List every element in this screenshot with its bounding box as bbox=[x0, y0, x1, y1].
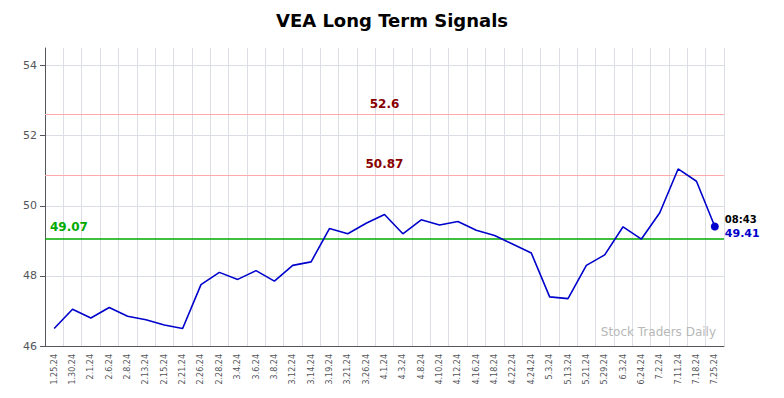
svg-text:7.11.24: 7.11.24 bbox=[674, 354, 683, 385]
svg-text:1.25.24: 1.25.24 bbox=[50, 354, 59, 385]
svg-text:6.24.24: 6.24.24 bbox=[637, 354, 646, 385]
svg-text:2.8.24: 2.8.24 bbox=[123, 354, 132, 379]
svg-text:Stock Traders Daily: Stock Traders Daily bbox=[601, 325, 716, 339]
svg-text:4.3.24: 4.3.24 bbox=[398, 354, 407, 379]
svg-text:2.21.24: 2.21.24 bbox=[178, 354, 187, 385]
svg-text:3.12.24: 3.12.24 bbox=[288, 354, 297, 385]
svg-text:3.4.24: 3.4.24 bbox=[233, 354, 242, 379]
svg-text:3.14.24: 3.14.24 bbox=[307, 354, 316, 385]
svg-text:4.24.24: 4.24.24 bbox=[527, 354, 536, 385]
svg-text:4.10.24: 4.10.24 bbox=[435, 354, 444, 385]
svg-text:48: 48 bbox=[23, 269, 37, 282]
svg-text:7.18.24: 7.18.24 bbox=[692, 354, 701, 385]
svg-text:3.6.24: 3.6.24 bbox=[252, 354, 261, 379]
svg-text:2.6.24: 2.6.24 bbox=[105, 354, 114, 379]
svg-text:5.21.24: 5.21.24 bbox=[582, 354, 591, 385]
svg-text:4.8.24: 4.8.24 bbox=[417, 354, 426, 379]
svg-text:7.2.24: 7.2.24 bbox=[655, 354, 664, 379]
svg-text:50: 50 bbox=[23, 199, 37, 212]
svg-text:3.21.24: 3.21.24 bbox=[343, 354, 352, 385]
svg-text:2.13.24: 2.13.24 bbox=[141, 354, 150, 385]
svg-text:6.3.24: 6.3.24 bbox=[619, 354, 628, 379]
svg-text:2.1.24: 2.1.24 bbox=[86, 354, 95, 379]
svg-text:2.28.24: 2.28.24 bbox=[215, 354, 224, 385]
svg-text:3.26.24: 3.26.24 bbox=[362, 354, 371, 385]
svg-text:7.25.24: 7.25.24 bbox=[710, 354, 719, 385]
svg-text:52: 52 bbox=[23, 129, 37, 142]
svg-text:4.16.24: 4.16.24 bbox=[472, 354, 481, 385]
svg-text:4.22.24: 4.22.24 bbox=[508, 354, 517, 385]
svg-text:4.18.24: 4.18.24 bbox=[490, 354, 499, 385]
svg-text:2.15.24: 2.15.24 bbox=[160, 354, 169, 385]
svg-text:5.29.24: 5.29.24 bbox=[600, 354, 609, 385]
svg-text:5.3.24: 5.3.24 bbox=[545, 354, 554, 379]
svg-text:52.6: 52.6 bbox=[370, 97, 400, 111]
svg-text:1.30.24: 1.30.24 bbox=[68, 354, 77, 385]
svg-text:3.8.24: 3.8.24 bbox=[270, 354, 279, 379]
svg-text:5.13.24: 5.13.24 bbox=[564, 354, 573, 385]
svg-text:VEA Long Term Signals: VEA Long Term Signals bbox=[276, 10, 508, 31]
svg-text:3.19.24: 3.19.24 bbox=[325, 354, 334, 385]
svg-text:54: 54 bbox=[23, 59, 37, 72]
svg-text:49.07: 49.07 bbox=[50, 220, 88, 234]
svg-text:08:43: 08:43 bbox=[725, 214, 757, 225]
svg-text:46: 46 bbox=[23, 340, 37, 353]
svg-text:49.41: 49.41 bbox=[725, 227, 760, 240]
svg-text:4.12.24: 4.12.24 bbox=[453, 354, 462, 385]
svg-text:2.26.24: 2.26.24 bbox=[196, 354, 205, 385]
svg-text:50.87: 50.87 bbox=[366, 157, 404, 171]
svg-text:4.1.24: 4.1.24 bbox=[380, 354, 389, 379]
